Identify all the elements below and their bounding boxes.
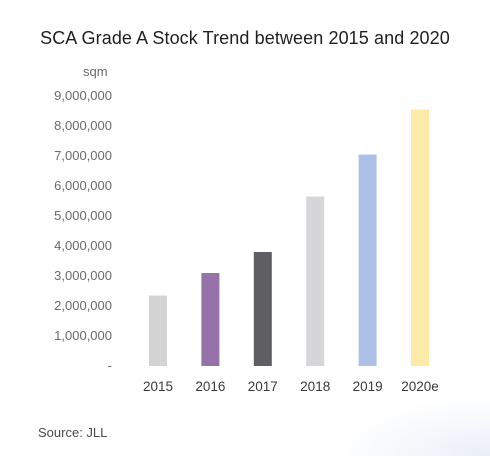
bar-2019 xyxy=(358,154,377,366)
y-tick-label: 8,000,000 xyxy=(54,118,112,133)
y-tick-label: - xyxy=(108,358,112,373)
y-axis-unit-label: sqm xyxy=(83,64,108,79)
y-axis-ticks: - 1,000,000 2,000,000 3,000,000 4,000,000 5,0… xyxy=(54,88,112,373)
source-note: Source: JLL xyxy=(38,425,108,440)
x-tick-label: 2019 xyxy=(353,379,383,394)
bar-2016 xyxy=(201,273,220,366)
y-tick-label: 5,000,000 xyxy=(54,208,112,223)
y-tick-label: 9,000,000 xyxy=(54,88,112,103)
bar-2017 xyxy=(253,252,272,366)
bar-2020e xyxy=(411,109,429,366)
x-tick-label: 2017 xyxy=(248,379,278,394)
x-tick-label: 2020e xyxy=(401,379,439,394)
x-tick-label: 2018 xyxy=(300,379,330,394)
bar-2018 xyxy=(306,196,325,366)
y-tick-label: 1,000,000 xyxy=(54,328,112,343)
y-tick-label: 2,000,000 xyxy=(54,298,112,313)
y-tick-label: 4,000,000 xyxy=(54,238,112,253)
bar-2015 xyxy=(149,295,167,366)
chart-title: SCA Grade A Stock Trend between 2015 and… xyxy=(40,28,450,48)
x-tick-label: 2015 xyxy=(143,379,173,394)
y-tick-label: 6,000,000 xyxy=(54,178,112,193)
y-tick-label: 3,000,000 xyxy=(54,268,112,283)
x-tick-label: 2016 xyxy=(195,379,225,394)
y-tick-label: 7,000,000 xyxy=(54,148,112,163)
bars xyxy=(149,109,429,366)
x-axis-ticks: 2015 2016 2017 2018 2019 2020e xyxy=(143,379,439,394)
